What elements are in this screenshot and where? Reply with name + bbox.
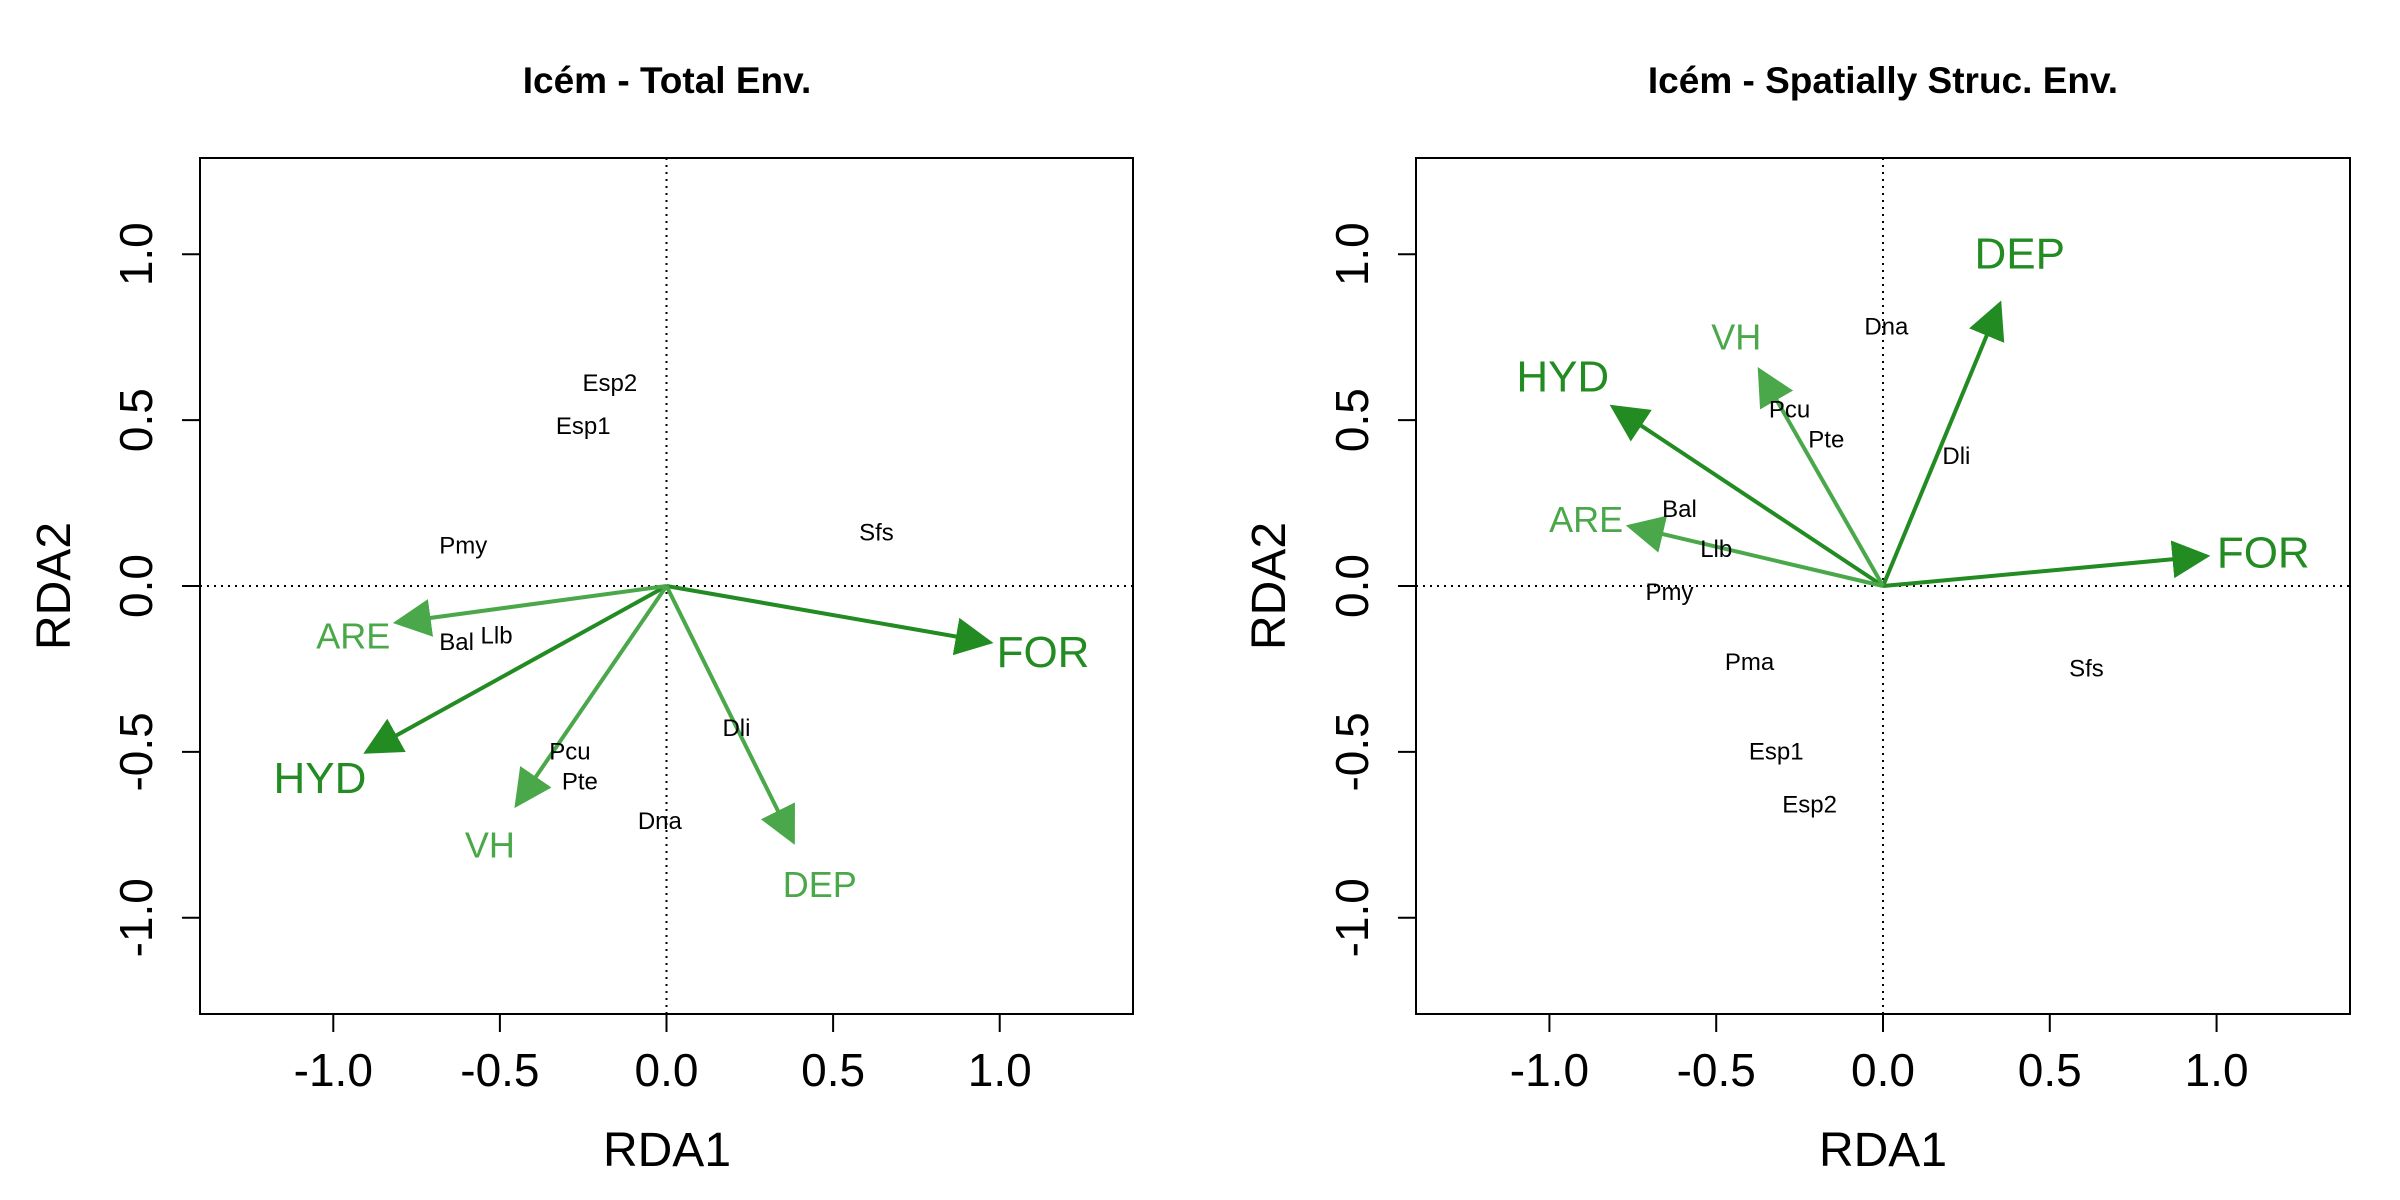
panel-title: Icém - Total Env. <box>523 60 812 101</box>
x-axis: -1.0 -0.5 0.0 0.5 1.0 <box>294 1013 1032 1096</box>
species-label-pte: Pte <box>1808 427 1844 454</box>
y-tick-label: -1.0 <box>1326 878 1378 957</box>
species-label-pcu: Pcu <box>549 738 590 765</box>
species-label-dli: Dli <box>1942 443 1970 470</box>
x-tick-label: 0.0 <box>1851 1044 1915 1096</box>
variable-label-vh: VH <box>1711 317 1761 358</box>
x-tick-label: -1.0 <box>294 1044 373 1096</box>
panel-spatially-structured-env: Icém - Spatially Struc. Env. -1.0 -0.5 0.0… <box>1243 60 2351 1177</box>
species-label-bal: Bal <box>1662 496 1697 523</box>
variable-label-dep: DEP <box>1975 230 2065 279</box>
variable-arrows: FOR DEP HYD VH ARE <box>1516 230 2310 588</box>
y-tick-label: 0.0 <box>110 554 162 618</box>
x-axis-title: RDA1 <box>1819 1124 1947 1177</box>
x-tick-label: -0.5 <box>1677 1044 1756 1096</box>
variable-label-for: FOR <box>2217 528 2310 577</box>
species-label-pmy: Pmy <box>439 533 487 560</box>
variable-label-for: FOR <box>997 628 1090 677</box>
panel-total-env: Icém - Total Env. -1.0 -0.5 0.0 0.5 1.0 -1.0… <box>28 60 1134 1177</box>
variable-arrow-hyd <box>1609 404 1885 588</box>
variable-label-hyd: HYD <box>274 754 367 803</box>
y-axis: -1.0 -0.5 0.0 0.5 1.0 <box>1326 222 1417 957</box>
x-tick-label: 1.0 <box>2185 1044 2249 1096</box>
species-label-llb: Llb <box>1700 536 1732 563</box>
y-tick-label: -0.5 <box>110 712 162 791</box>
y-axis-title: RDA2 <box>28 522 81 650</box>
y-tick-label: 0.0 <box>1326 554 1378 618</box>
species-label-dli: Dli <box>722 715 750 742</box>
x-axis: -1.0 -0.5 0.0 0.5 1.0 <box>1510 1013 2249 1096</box>
species-label-dna: Dna <box>1864 314 1909 341</box>
variable-arrow-are <box>1625 515 1884 588</box>
variable-arrow-dep <box>664 585 795 845</box>
variable-arrows: FOR HYD DEP VH ARE <box>274 584 1090 905</box>
x-tick-label: -1.0 <box>1510 1044 1589 1096</box>
variable-label-are: ARE <box>1549 499 1623 540</box>
panel-title: Icém - Spatially Struc. Env. <box>1648 60 2118 101</box>
species-label-llb: Llb <box>481 622 513 649</box>
y-tick-label: 1.0 <box>1326 222 1378 286</box>
y-tick-label: -0.5 <box>1326 712 1378 791</box>
variable-arrow-dep <box>1881 300 2005 587</box>
variable-arrow-for <box>1882 540 2211 588</box>
y-tick-label: 0.5 <box>110 388 162 452</box>
species-label-pte: Pte <box>562 768 598 795</box>
variable-label-are: ARE <box>316 615 390 656</box>
x-tick-label: -0.5 <box>460 1044 539 1096</box>
variable-label-dep: DEP <box>783 864 857 905</box>
species-label-dna: Dna <box>638 808 683 835</box>
y-tick-label: 0.5 <box>1326 388 1378 452</box>
variable-label-vh: VH <box>465 824 515 865</box>
species-labels: Esp2 Esp1 Pmy Sfs Bal Llb Pcu Pte Dli Dna <box>439 370 894 835</box>
x-tick-label: 1.0 <box>968 1044 1032 1096</box>
variable-arrow-for <box>666 584 994 656</box>
species-label-bal: Bal <box>439 629 474 656</box>
y-axis: -1.0 -0.5 0.0 0.5 1.0 <box>110 222 201 957</box>
x-axis-title: RDA1 <box>603 1124 731 1177</box>
x-tick-label: 0.5 <box>2018 1044 2082 1096</box>
variable-arrow-vh <box>1757 367 1885 587</box>
species-label-sfs: Sfs <box>2069 655 2104 682</box>
variable-arrow-vh <box>514 584 669 809</box>
species-label-pcu: Pcu <box>1769 397 1810 424</box>
species-label-esp2: Esp2 <box>583 370 638 397</box>
variable-label-hyd: HYD <box>1516 352 1609 401</box>
variable-arrow-are <box>392 584 667 637</box>
y-tick-label: 1.0 <box>110 222 162 286</box>
species-label-esp1: Esp1 <box>1749 738 1804 765</box>
y-tick-label: -1.0 <box>110 878 162 957</box>
x-tick-label: 0.0 <box>635 1044 699 1096</box>
species-label-pma: Pma <box>1725 649 1775 676</box>
species-label-sfs: Sfs <box>859 519 894 546</box>
species-label-pmy: Pmy <box>1646 579 1694 606</box>
y-axis-title: RDA2 <box>1243 522 1296 650</box>
species-label-esp1: Esp1 <box>556 413 611 440</box>
x-tick-label: 0.5 <box>801 1044 865 1096</box>
variable-arrow-hyd <box>363 584 668 754</box>
species-label-esp2: Esp2 <box>1782 791 1837 818</box>
